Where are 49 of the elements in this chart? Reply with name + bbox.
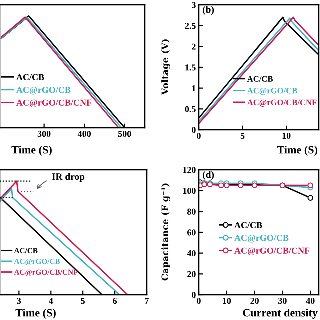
x-tick-label: 500 [118,131,132,138]
legend-label: AC@rGO/CB/CNF [247,100,317,107]
y-tick-label: 0 [192,127,196,134]
x-tick-label: 0 [197,133,201,140]
y-tick-label: 60 [188,230,196,236]
x-tick-label: 40 [306,298,315,304]
x-tick-label: 0 [197,298,201,304]
x-axis-title: Time (S) [12,146,52,156]
annotation: (b) [203,6,214,16]
legend-label: AC/CB [247,76,274,82]
y-tick-label: 1 [192,86,196,92]
x-tick-label: 5 [81,298,86,304]
x-tick-label: 400 [78,131,92,138]
annotation: IR drop [52,173,85,182]
legend-label: AC@rGO/CB [16,87,71,95]
x-tick-label: 5 [240,133,245,140]
y-tick-label: 2.5 [185,22,196,30]
legend-label: AC/CB [16,74,44,80]
y-tick-label: 120 [183,167,196,174]
x-tick-label: 4 [49,298,54,304]
x-tick-label: 300 [38,131,51,138]
legend-label: AC@rGO/CB/CNF [234,248,310,256]
legend-label: AC@rGO/CB/CNF [16,100,92,108]
y-tick-label: 2 [192,44,196,50]
y-tick-label: 100 [183,188,196,194]
y-tick-label: 0 [192,292,196,298]
x-tick-label: 20 [250,298,259,304]
x-tick-label: 7 [145,298,150,304]
y-tick-label: 20 [188,271,196,278]
y-tick-label: 3 [192,2,196,8]
y-axis-title: Voltage (V) [162,40,170,96]
x-tick-label: 30 [278,298,287,304]
y-tick-label: 0.5 [185,106,196,112]
y-tick-label: 40 [187,250,196,257]
x-tick-label: 6 [113,298,118,304]
legend-label: AC/CB [234,222,262,228]
legend-label: AC@rGO/CB [234,235,289,243]
x-axis-title: Current density [243,308,318,320]
point [308,195,314,202]
x-axis-title: Time (S) [16,308,56,320]
x-tick-label: 10 [223,298,232,304]
x-tick-label: 3 [17,298,22,304]
x-axis-title: Time (S) [277,146,318,156]
y-tick-label: 80 [187,208,196,215]
x-tick-label: 10 [282,133,291,140]
y-axis-title: Capacitance (F g⁻¹) [162,184,170,281]
legend-label: AC@rGO/CB [247,88,298,96]
y-tick-label: 1.5 [186,64,196,71]
annotation: (d) [203,171,214,180]
